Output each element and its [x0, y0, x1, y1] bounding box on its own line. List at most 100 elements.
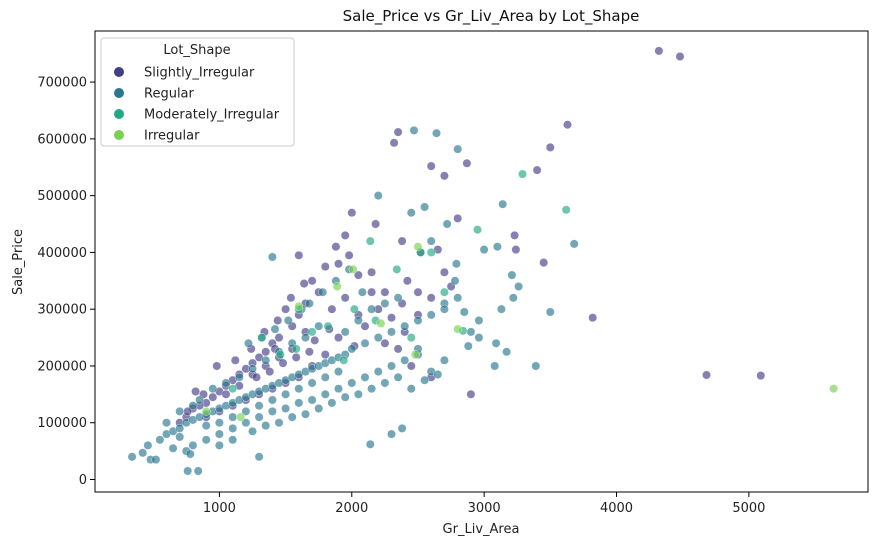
data-point: [248, 364, 257, 374]
data-point: [410, 350, 420, 360]
data-point: [230, 355, 240, 365]
data-point: [155, 435, 165, 445]
data-point: [151, 455, 161, 465]
data-point: [304, 347, 314, 357]
legend-box: [100, 37, 295, 147]
y-tick-label: 100000: [37, 416, 87, 431]
x-tick-label: 3000: [468, 501, 501, 516]
data-point: [323, 321, 333, 331]
data-point: [175, 423, 185, 433]
data-point: [257, 333, 267, 343]
data-point: [426, 247, 436, 257]
data-point: [294, 384, 304, 394]
data-point: [413, 287, 423, 297]
data-point: [307, 327, 317, 337]
y-tick-label: 400000: [37, 246, 87, 261]
data-point: [221, 389, 231, 399]
y-tick-label: 600000: [37, 132, 87, 147]
data-point: [193, 466, 203, 476]
data-point: [588, 313, 598, 323]
legend-label: Moderately_Irregular: [144, 108, 280, 123]
data-point: [201, 435, 211, 445]
data-point: [387, 429, 396, 439]
data-point: [426, 236, 436, 246]
data-point: [367, 304, 377, 314]
data-point: [212, 361, 222, 371]
data-point: [561, 205, 571, 215]
data-point: [353, 316, 363, 325]
data-point: [254, 452, 264, 462]
data-point: [479, 245, 489, 255]
data-point: [236, 412, 246, 422]
data-point: [439, 267, 449, 277]
legend-marker: [114, 130, 124, 140]
data-point: [334, 333, 343, 343]
data-point: [334, 259, 343, 269]
data-point: [228, 412, 238, 422]
data-point: [334, 367, 343, 377]
data-point: [340, 230, 350, 240]
data-point: [188, 440, 198, 450]
data-point: [265, 367, 275, 377]
data-point: [373, 191, 383, 201]
data-point: [432, 128, 441, 138]
data-point: [214, 429, 224, 439]
data-point: [275, 350, 285, 360]
data-point: [254, 401, 264, 411]
data-point: [453, 213, 463, 223]
data-point: [281, 304, 291, 314]
data-point: [380, 378, 390, 388]
data-point: [318, 287, 328, 297]
data-point: [389, 138, 399, 148]
data-point: [273, 316, 283, 325]
data-point: [267, 395, 277, 405]
data-point: [168, 443, 178, 453]
data-point: [234, 372, 244, 382]
data-point: [254, 412, 264, 422]
data-point: [387, 327, 396, 337]
data-point: [353, 389, 363, 399]
data-point: [439, 171, 449, 181]
data-point: [349, 304, 359, 314]
data-point: [339, 355, 349, 365]
data-point: [511, 245, 521, 255]
data-point: [531, 361, 541, 371]
data-point: [320, 350, 330, 360]
x-tick-label: 1000: [203, 501, 236, 516]
data-point: [188, 401, 198, 411]
data-point: [286, 293, 296, 303]
data-point: [450, 276, 460, 286]
data-point: [294, 250, 304, 260]
data-point: [462, 158, 472, 168]
data-point: [426, 310, 436, 320]
data-point: [208, 384, 218, 394]
data-point: [466, 389, 476, 399]
data-point: [331, 242, 341, 252]
data-point: [420, 202, 430, 212]
data-point: [365, 236, 375, 246]
data-point: [563, 120, 572, 130]
data-point: [371, 219, 381, 229]
data-point: [304, 299, 314, 308]
data-point: [380, 338, 390, 348]
data-point: [274, 418, 284, 428]
data-point: [490, 361, 500, 371]
data-point: [314, 321, 324, 331]
data-point: [334, 384, 343, 394]
data-point: [267, 252, 277, 262]
data-point: [228, 384, 238, 394]
points-layer: [127, 46, 839, 476]
data-point: [291, 352, 301, 362]
data-point: [208, 392, 218, 402]
data-point: [545, 142, 555, 152]
data-point: [756, 371, 766, 381]
data-point: [281, 404, 291, 413]
y-tick-label: 500000: [37, 189, 87, 204]
data-point: [320, 262, 330, 272]
data-point: [463, 341, 473, 351]
data-point: [327, 304, 337, 314]
data-point: [453, 144, 463, 154]
data-point: [393, 344, 403, 354]
data-point: [393, 127, 403, 137]
x-tick-label: 4000: [600, 501, 633, 516]
